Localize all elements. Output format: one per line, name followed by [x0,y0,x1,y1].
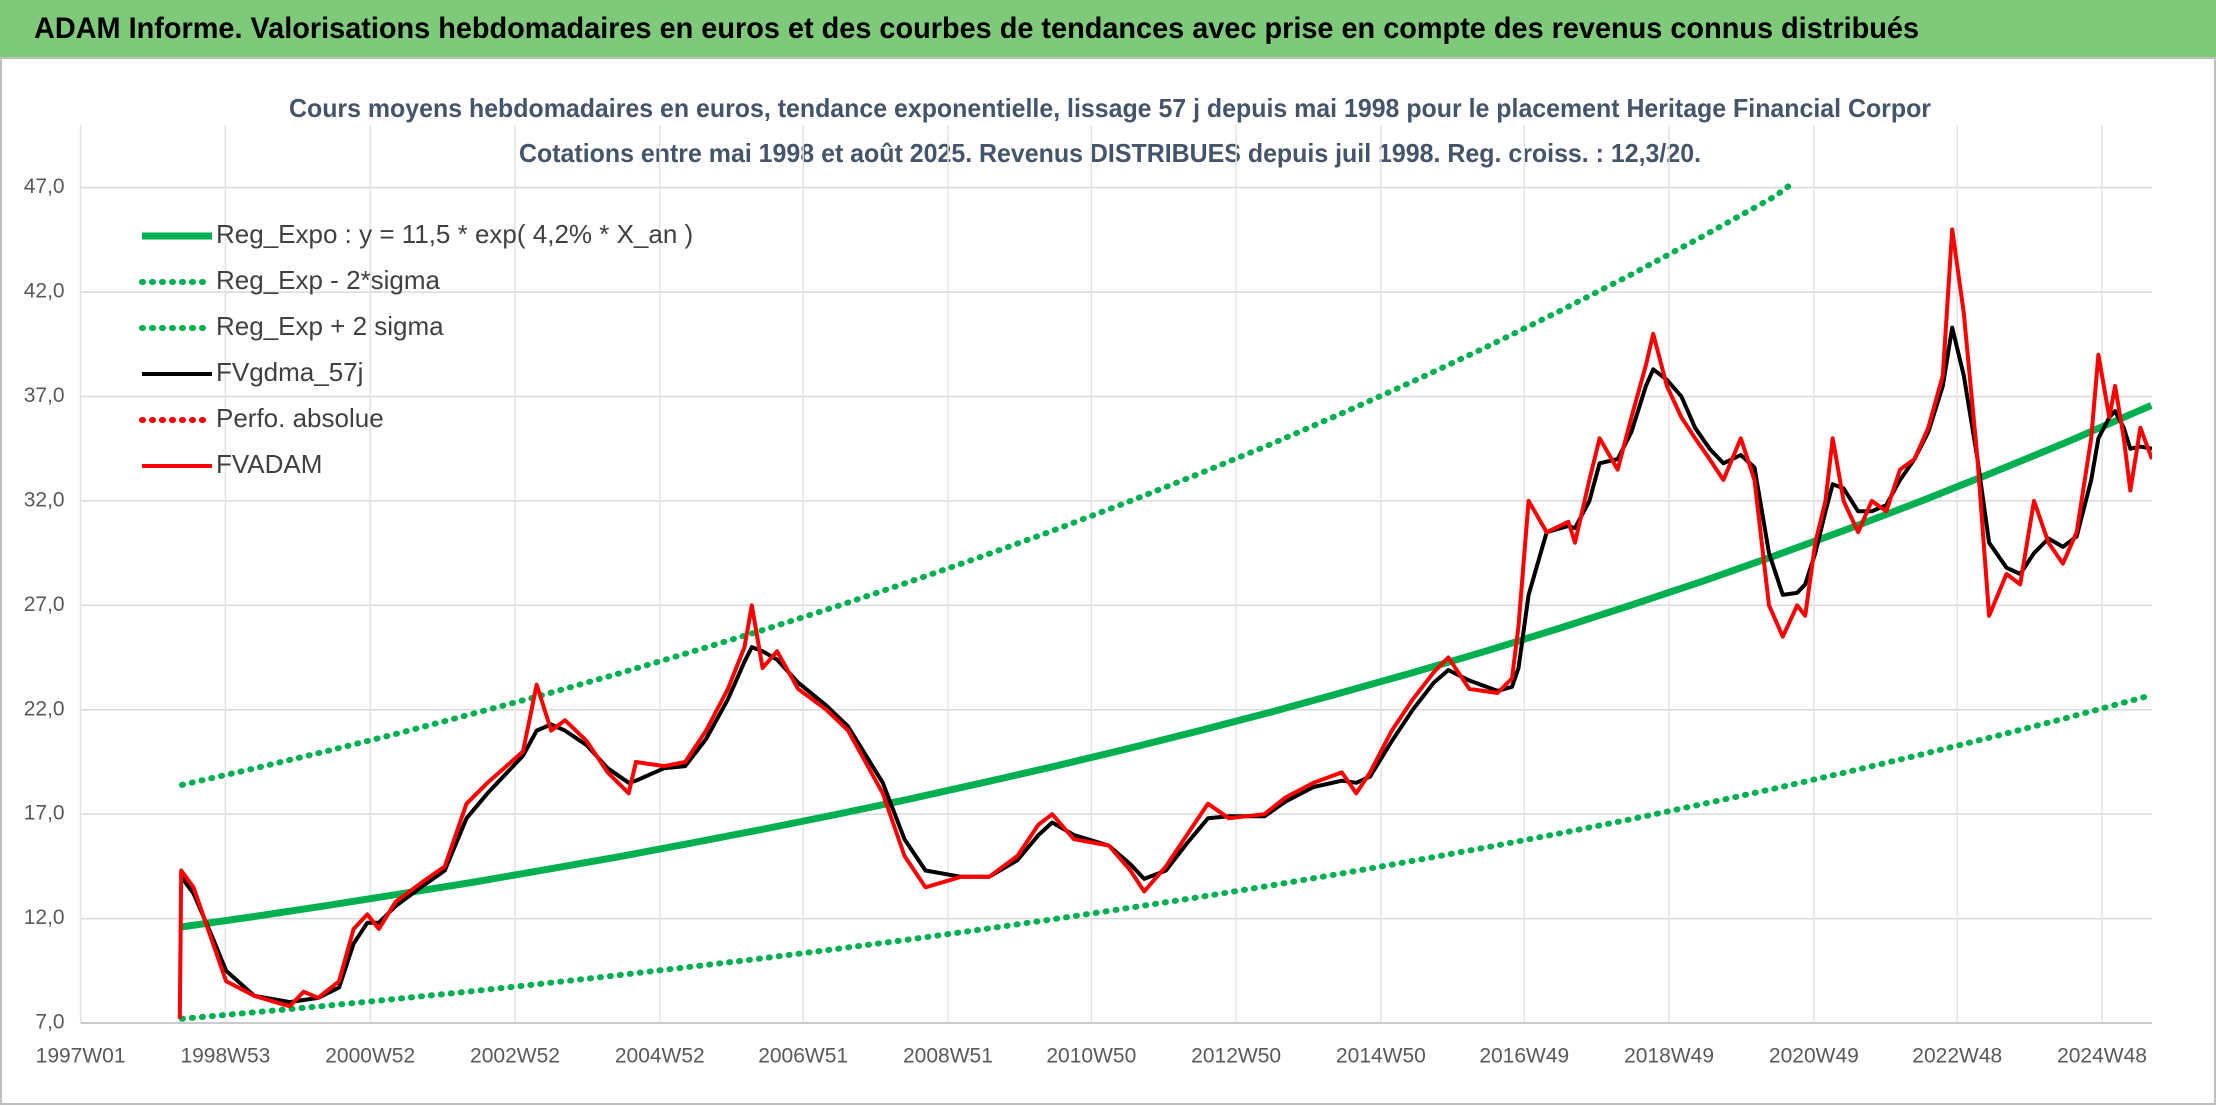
x-tick-label: 2004W52 [615,1045,705,1068]
x-tick-label: 2020W49 [1769,1045,1859,1068]
series-line [179,692,2152,1022]
x-tick-label: 2010W50 [1046,1045,1136,1068]
x-tick-label: 2006W51 [758,1045,848,1068]
series-line [179,182,1793,788]
y-tick-label: 47,0 [24,175,65,198]
chart-subtitle: Cotations entre mai 1998 et août 2025. R… [519,138,1701,168]
legend-label: Reg_Expo : y = 11,5 * exp( 4,2% * X_an ) [216,219,693,249]
y-tick-label: 37,0 [24,384,65,407]
y-tick-label: 12,0 [24,906,65,929]
x-tick-label: 2024W48 [2057,1045,2147,1068]
x-tick-label: 2014W50 [1336,1045,1426,1068]
x-tick-label: 2002W52 [470,1045,560,1068]
y-tick-label: 42,0 [24,280,65,303]
legend-label: Reg_Exp + 2 sigma [216,311,444,341]
x-tick-label: 2018W49 [1624,1045,1714,1068]
y-tick-label: 27,0 [24,593,65,616]
x-tick-label: 1997W01 [36,1045,126,1068]
header-title: ADAM Informe. Valorisations hebdomadaire… [34,12,1919,45]
chart-title: Cours moyens hebdomadaires en euros, ten… [289,93,1931,123]
x-tick-label: 2008W51 [903,1045,993,1068]
x-tick-label: 2022W48 [1912,1045,2002,1068]
legend-label: FVADAM [216,449,322,479]
legend-label: Perfo. absolue [216,403,384,433]
y-tick-label: 7,0 [35,1011,64,1034]
frame [0,57,2216,1105]
x-tick-label: 1998W53 [180,1045,270,1068]
y-tick-label: 17,0 [24,802,65,825]
x-tick-label: 2016W49 [1479,1045,1569,1068]
y-tick-label: 32,0 [24,488,65,511]
legend-label: FVgdma_57j [216,357,363,387]
series-line [181,402,2152,931]
legend-label: Reg_Exp - 2*sigma [216,265,441,295]
header-bar [0,0,2216,58]
y-tick-label: 22,0 [24,697,65,720]
series-line [177,227,2152,1019]
x-tick-label: 2000W52 [325,1045,415,1068]
x-tick-label: 2012W50 [1191,1045,1281,1068]
